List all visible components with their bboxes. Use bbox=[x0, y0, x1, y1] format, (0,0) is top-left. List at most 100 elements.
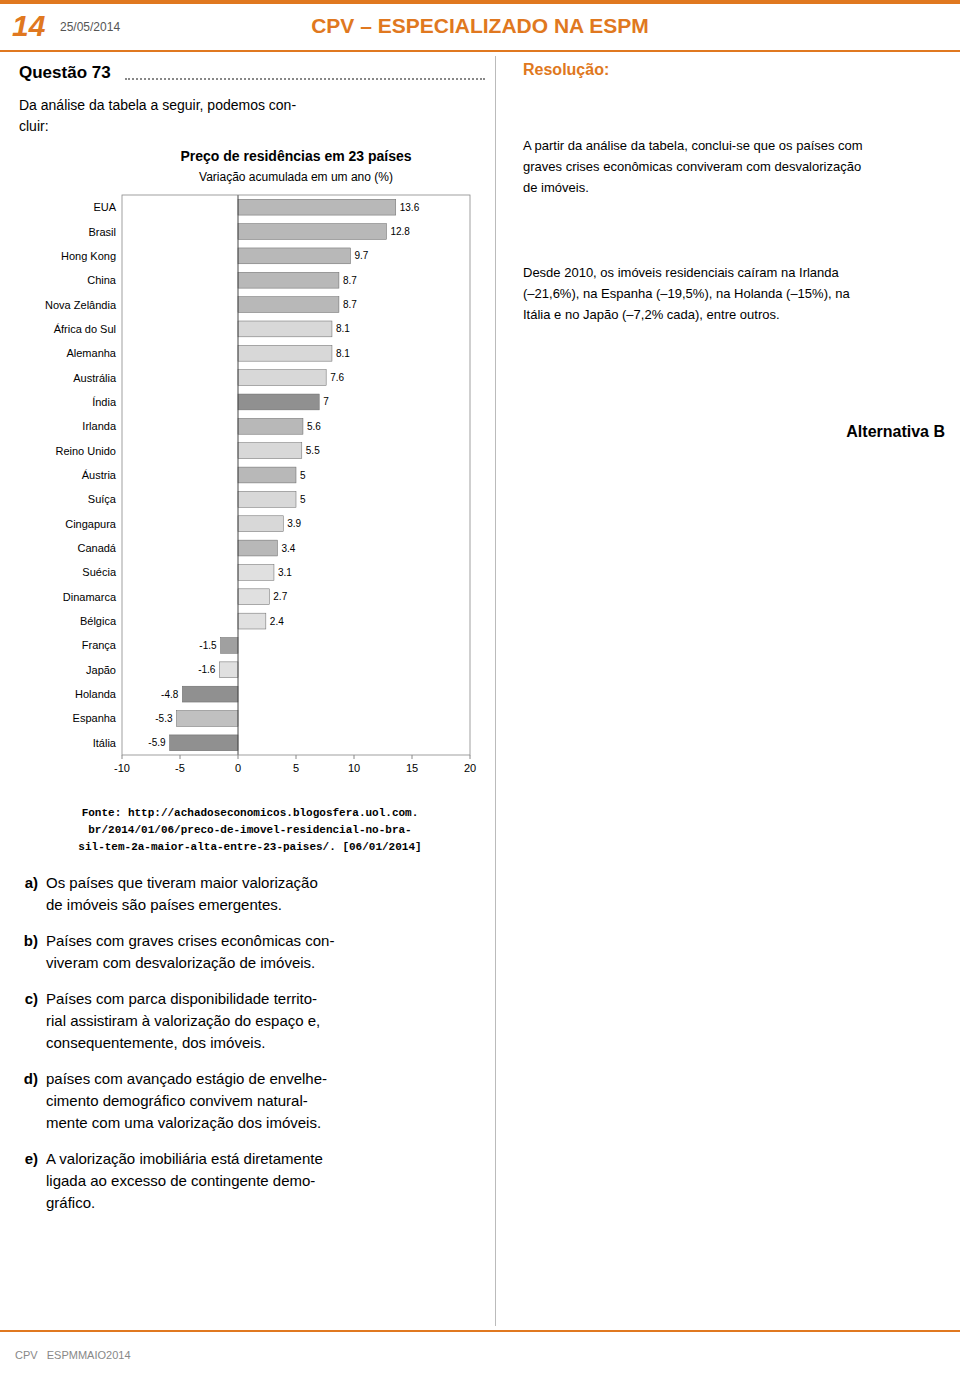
header-number: 14 bbox=[12, 8, 45, 44]
x-tick bbox=[180, 755, 181, 759]
header-bottom-rule bbox=[0, 50, 960, 52]
bar bbox=[238, 564, 274, 580]
page: 14 25/05/2014CPV – ESPECIALIZADO NA ESPM Q… bbox=[0, 0, 960, 1385]
x-tick-label: -10 bbox=[114, 762, 130, 774]
data-label: -1.6 bbox=[198, 664, 216, 675]
bar bbox=[238, 613, 266, 629]
chart-title: Preço de residências em 23 países bbox=[180, 148, 411, 164]
column-divider bbox=[495, 56, 496, 1326]
header-top-rule bbox=[0, 0, 960, 4]
option-letter: b) bbox=[10, 930, 38, 952]
question-title-dots bbox=[125, 78, 485, 80]
option-text: Países com graves crises econômicas con-… bbox=[46, 930, 334, 974]
question-title: Questão 73 bbox=[19, 62, 111, 84]
bar bbox=[170, 735, 238, 751]
x-tick-label: 10 bbox=[348, 762, 360, 774]
bar bbox=[238, 199, 396, 215]
x-tick bbox=[470, 755, 471, 759]
option-letter: a) bbox=[10, 872, 38, 894]
data-label: 9.7 bbox=[355, 250, 369, 261]
category-label: Bélgica bbox=[80, 615, 117, 627]
category-label: Índia bbox=[92, 396, 117, 408]
data-label: 8.1 bbox=[336, 348, 350, 359]
category-label: Áustria bbox=[82, 469, 117, 481]
x-tick-label: -5 bbox=[175, 762, 185, 774]
category-label: Dinamarca bbox=[63, 591, 117, 603]
data-label: 8.7 bbox=[343, 299, 357, 310]
plot-frame bbox=[122, 195, 470, 755]
bar bbox=[238, 540, 277, 556]
answer: Alternativa B bbox=[523, 422, 945, 442]
data-label: -5.9 bbox=[148, 737, 166, 748]
category-label: EUA bbox=[93, 201, 116, 213]
x-tick bbox=[238, 755, 239, 759]
question-body: Da análise da tabela a seguir, podemos c… bbox=[19, 95, 296, 137]
data-label: 5 bbox=[300, 494, 306, 505]
category-label: Itália bbox=[93, 737, 117, 749]
bar bbox=[238, 491, 296, 507]
data-label: 7.6 bbox=[330, 372, 344, 383]
category-label: Suécia bbox=[82, 566, 117, 578]
bar bbox=[238, 394, 319, 410]
category-label: França bbox=[82, 639, 117, 651]
x-tick-label: 5 bbox=[293, 762, 299, 774]
bar bbox=[238, 516, 283, 532]
data-label: 3.4 bbox=[281, 543, 295, 554]
x-tick bbox=[412, 755, 413, 759]
option-letter: c) bbox=[10, 988, 38, 1010]
bar bbox=[177, 711, 238, 727]
resolution-body: A partir da análise da tabela, conclui-s… bbox=[523, 135, 863, 198]
data-label: 3.9 bbox=[287, 518, 301, 529]
bar bbox=[219, 662, 238, 678]
category-label: África do Sul bbox=[54, 323, 116, 335]
option-text: países com avançado estágio de envelhe- … bbox=[46, 1068, 327, 1134]
category-label: Canadá bbox=[77, 542, 116, 554]
data-label: 3.1 bbox=[278, 567, 292, 578]
bar bbox=[238, 272, 339, 288]
option-text: Os países que tiveram maior valorização … bbox=[46, 872, 318, 916]
category-label: Nova Zelândia bbox=[45, 299, 117, 311]
header-title: CPV – ESPECIALIZADO NA ESPM bbox=[0, 13, 960, 39]
header-date: 25/05/2014 bbox=[60, 19, 120, 35]
category-label: Cingapura bbox=[65, 518, 117, 530]
data-label: 8.1 bbox=[336, 323, 350, 334]
category-label: Brasil bbox=[88, 226, 116, 238]
category-label: Hong Kong bbox=[61, 250, 116, 262]
source-line: Fonte: http://achadoseconomicos.blogosfe… bbox=[10, 805, 490, 821]
x-tick bbox=[296, 755, 297, 759]
data-label: -4.8 bbox=[161, 689, 179, 700]
category-label: China bbox=[87, 274, 117, 286]
bars bbox=[170, 199, 396, 750]
data-label: 5 bbox=[300, 470, 306, 481]
data-label: 13.6 bbox=[400, 202, 420, 213]
category-label: Suíça bbox=[88, 493, 117, 505]
bar bbox=[238, 370, 326, 386]
source-line: sil-tem-2a-maior-alta-entre-23-paises/. … bbox=[10, 839, 490, 855]
category-label: Austrália bbox=[73, 372, 117, 384]
bar bbox=[238, 345, 332, 361]
data-label: 7 bbox=[323, 396, 329, 407]
source-line: br/2014/01/06/preco-de-imovel-residencia… bbox=[10, 822, 490, 838]
bar bbox=[238, 224, 386, 240]
category-label: Alemanha bbox=[66, 347, 116, 359]
category-label: Reino Unido bbox=[55, 445, 116, 457]
chart: Preço de residências em 23 paísesVariaçã… bbox=[0, 145, 490, 795]
resolution-body: Desde 2010, os imóveis residenciais caír… bbox=[523, 262, 850, 325]
category-label: Espanha bbox=[73, 712, 117, 724]
data-label: 2.7 bbox=[273, 591, 287, 602]
footer-text: CPV ESPMMAIO2014 bbox=[15, 1348, 131, 1362]
option-letter: e) bbox=[10, 1148, 38, 1170]
bar bbox=[238, 321, 332, 337]
data-label: 12.8 bbox=[390, 226, 410, 237]
x-tick-label: 20 bbox=[464, 762, 476, 774]
bar bbox=[238, 443, 302, 459]
data-label: 8.7 bbox=[343, 275, 357, 286]
option-text: A valorização imobiliária está diretamen… bbox=[46, 1148, 323, 1214]
x-tick-label: 15 bbox=[406, 762, 418, 774]
option-text: Países com parca disponibilidade territo… bbox=[46, 988, 320, 1054]
bar bbox=[238, 467, 296, 483]
data-label: -5.3 bbox=[155, 713, 173, 724]
footer-rule bbox=[0, 1330, 960, 1332]
bar bbox=[238, 418, 303, 434]
x-tick bbox=[122, 755, 123, 759]
